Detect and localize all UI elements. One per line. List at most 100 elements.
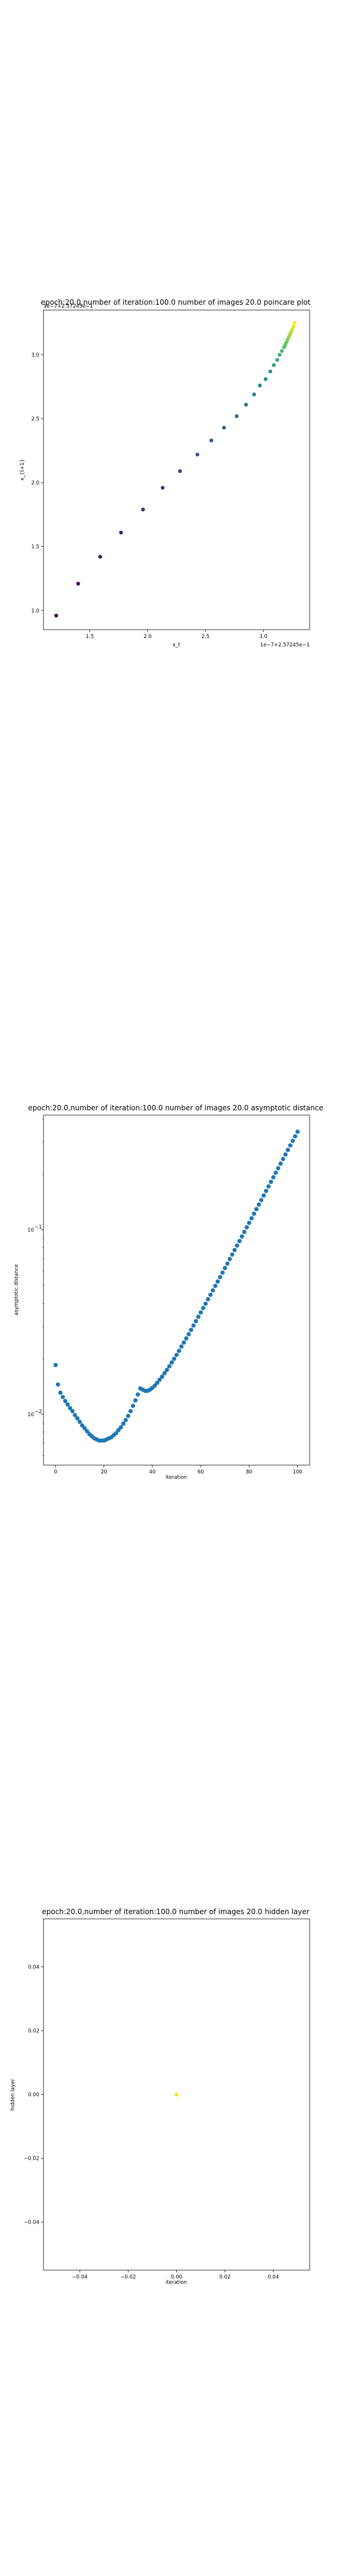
data-point — [189, 1327, 194, 1332]
x-tick-label: 3.0 — [259, 634, 267, 640]
data-point — [242, 1230, 247, 1234]
x-tick-label: −0.04 — [72, 2274, 88, 2280]
x-tick-label: 20 — [101, 1469, 107, 1475]
asymptotic-x-label: iteration — [166, 1475, 187, 1481]
data-point — [82, 1426, 87, 1431]
hidden-layer-points — [174, 2092, 179, 2097]
asymptotic-y-ticks: 10−210−1 — [27, 1119, 43, 1456]
data-point — [208, 1292, 213, 1297]
data-point — [152, 1383, 157, 1388]
poincare-plot-frame — [43, 309, 310, 630]
data-point — [215, 1279, 220, 1284]
data-point — [162, 1371, 167, 1376]
asymptotic-y-label: asymptotic distance — [14, 1264, 20, 1315]
data-point — [280, 1157, 285, 1162]
data-point — [123, 1417, 128, 1423]
data-point — [235, 1243, 239, 1248]
data-point — [271, 1175, 276, 1179]
data-point — [119, 530, 123, 535]
data-point — [227, 1256, 232, 1262]
y-tick-label: 0.02 — [28, 2028, 39, 2034]
data-point — [76, 581, 80, 586]
data-point — [293, 1134, 298, 1139]
x-tick-label: 80 — [246, 1469, 252, 1475]
data-point — [141, 507, 145, 512]
y-tick-label: 10 — [27, 1412, 34, 1418]
data-point — [53, 1363, 58, 1367]
data-point — [210, 1288, 216, 1293]
data-point — [222, 426, 226, 430]
data-point — [220, 1270, 225, 1275]
data-point — [191, 1323, 196, 1328]
x-tick-label: 0.04 — [268, 2274, 279, 2280]
data-point — [63, 1398, 68, 1404]
data-point — [184, 1336, 189, 1341]
y-tick-label: 1.0 — [31, 608, 39, 614]
data-point — [218, 1275, 223, 1280]
data-point — [239, 1234, 244, 1239]
data-point — [257, 1202, 261, 1207]
y-tick-label: 1.5 — [31, 544, 39, 550]
data-point — [244, 1225, 249, 1230]
hidden-layer-y-label: hidden layer — [10, 2079, 16, 2111]
data-point — [209, 438, 214, 442]
hidden-layer-title: epoch:20.0,number of iteration:100.0 num… — [42, 1908, 309, 1916]
data-point — [54, 614, 58, 618]
y-tick-label: 10 — [27, 1228, 34, 1234]
data-point — [272, 363, 276, 367]
poincare-points — [54, 321, 297, 618]
data-point — [128, 1408, 133, 1414]
poincare-plot-chart: epoch:20.0,number of iteration:100.0 num… — [20, 298, 311, 648]
data-point — [179, 1344, 184, 1349]
y-tick-exponent: −2 — [35, 1409, 42, 1415]
poincare-x-offset-text: 1e−7+2.57245e−1 — [260, 642, 310, 648]
poincare-plot-title: epoch:20.0,number of iteration:100.0 num… — [41, 298, 311, 306]
data-point — [114, 1431, 119, 1436]
y-tick-exponent: −1 — [35, 1225, 42, 1231]
data-point — [235, 414, 239, 419]
data-point — [251, 1211, 257, 1216]
data-point — [263, 377, 268, 381]
data-point — [85, 1429, 89, 1433]
y-tick-label: 0.04 — [28, 1964, 39, 1970]
data-point — [164, 1367, 169, 1373]
data-point — [195, 453, 199, 457]
y-tick-label: 0.00 — [28, 2092, 39, 2098]
x-tick-label: 2.5 — [201, 634, 210, 640]
data-point — [205, 1297, 210, 1302]
data-point — [276, 1166, 280, 1171]
data-point — [58, 1390, 63, 1395]
data-point — [258, 383, 262, 388]
y-tick-label: 2.5 — [31, 416, 39, 422]
hidden-layer-chart: epoch:20.0,number of iteration:100.0 num… — [10, 1908, 310, 2286]
data-point — [252, 392, 256, 397]
poincare-y-offset-text: 1e−7+2.57245e−1 — [43, 304, 93, 309]
data-point — [268, 369, 273, 374]
data-point — [77, 1419, 82, 1425]
data-point — [174, 2092, 179, 2097]
data-point — [70, 1408, 75, 1414]
data-point — [176, 1348, 182, 1353]
data-point — [292, 321, 297, 325]
x-tick-label: 1.5 — [86, 634, 94, 640]
poincare-y-ticks: 1.0 1.5 2.0 2.5 3.0 — [31, 352, 43, 614]
data-point — [230, 1252, 235, 1257]
data-point — [119, 1425, 123, 1430]
data-point — [285, 1147, 291, 1153]
data-point — [160, 485, 165, 490]
data-point — [196, 1314, 201, 1319]
data-point — [249, 1216, 254, 1221]
data-point — [116, 1428, 121, 1433]
y-tick-label: −0.04 — [24, 2220, 39, 2226]
data-point — [172, 1357, 177, 1361]
asymptotic-distance-chart: epoch:20.0,number of iteration:100.0 num… — [14, 1104, 323, 1481]
x-tick-label: −0.02 — [120, 2274, 136, 2280]
data-point — [264, 1188, 269, 1193]
data-point — [269, 1179, 273, 1184]
data-point — [135, 1392, 141, 1397]
data-point — [223, 1266, 227, 1271]
x-tick-label: 0 — [54, 1469, 57, 1475]
data-point — [277, 352, 282, 357]
data-point — [247, 1221, 252, 1225]
asymptotic-x-ticks: 0 20 40 60 80 100 — [54, 1465, 303, 1475]
